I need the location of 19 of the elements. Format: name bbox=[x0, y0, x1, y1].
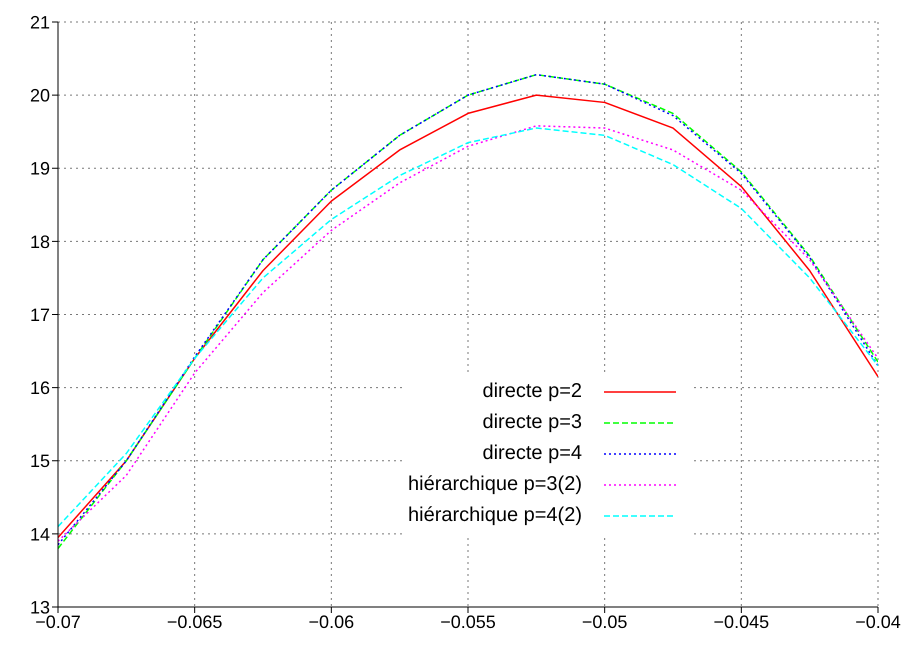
y-tick-label: 17 bbox=[30, 304, 50, 325]
legend-label: hiérarchique p=3(2) bbox=[408, 473, 582, 496]
x-tick-label: −0.05 bbox=[582, 612, 628, 632]
x-tick-label: −0.06 bbox=[308, 612, 354, 632]
y-tick-label: 21 bbox=[30, 12, 50, 32]
y-tick-label: 15 bbox=[30, 451, 50, 472]
y-tick-label: 16 bbox=[30, 378, 50, 398]
legend-label: directe p=4 bbox=[482, 442, 582, 465]
y-tick-label: 14 bbox=[30, 524, 50, 544]
legend-label: hiérarchique p=4(2) bbox=[408, 504, 582, 527]
x-tick-label: −0.055 bbox=[440, 612, 496, 632]
legend-label: directe p=3 bbox=[482, 411, 582, 434]
x-tick-label: −0.045 bbox=[714, 612, 770, 632]
x-tick-label: −0.065 bbox=[166, 612, 222, 632]
legend-label: directe p=2 bbox=[482, 380, 582, 403]
y-tick-label: 18 bbox=[30, 232, 50, 252]
x-tick-label: −0.04 bbox=[855, 612, 901, 632]
y-tick-label: 19 bbox=[30, 158, 50, 179]
y-tick-label: 20 bbox=[30, 86, 50, 106]
